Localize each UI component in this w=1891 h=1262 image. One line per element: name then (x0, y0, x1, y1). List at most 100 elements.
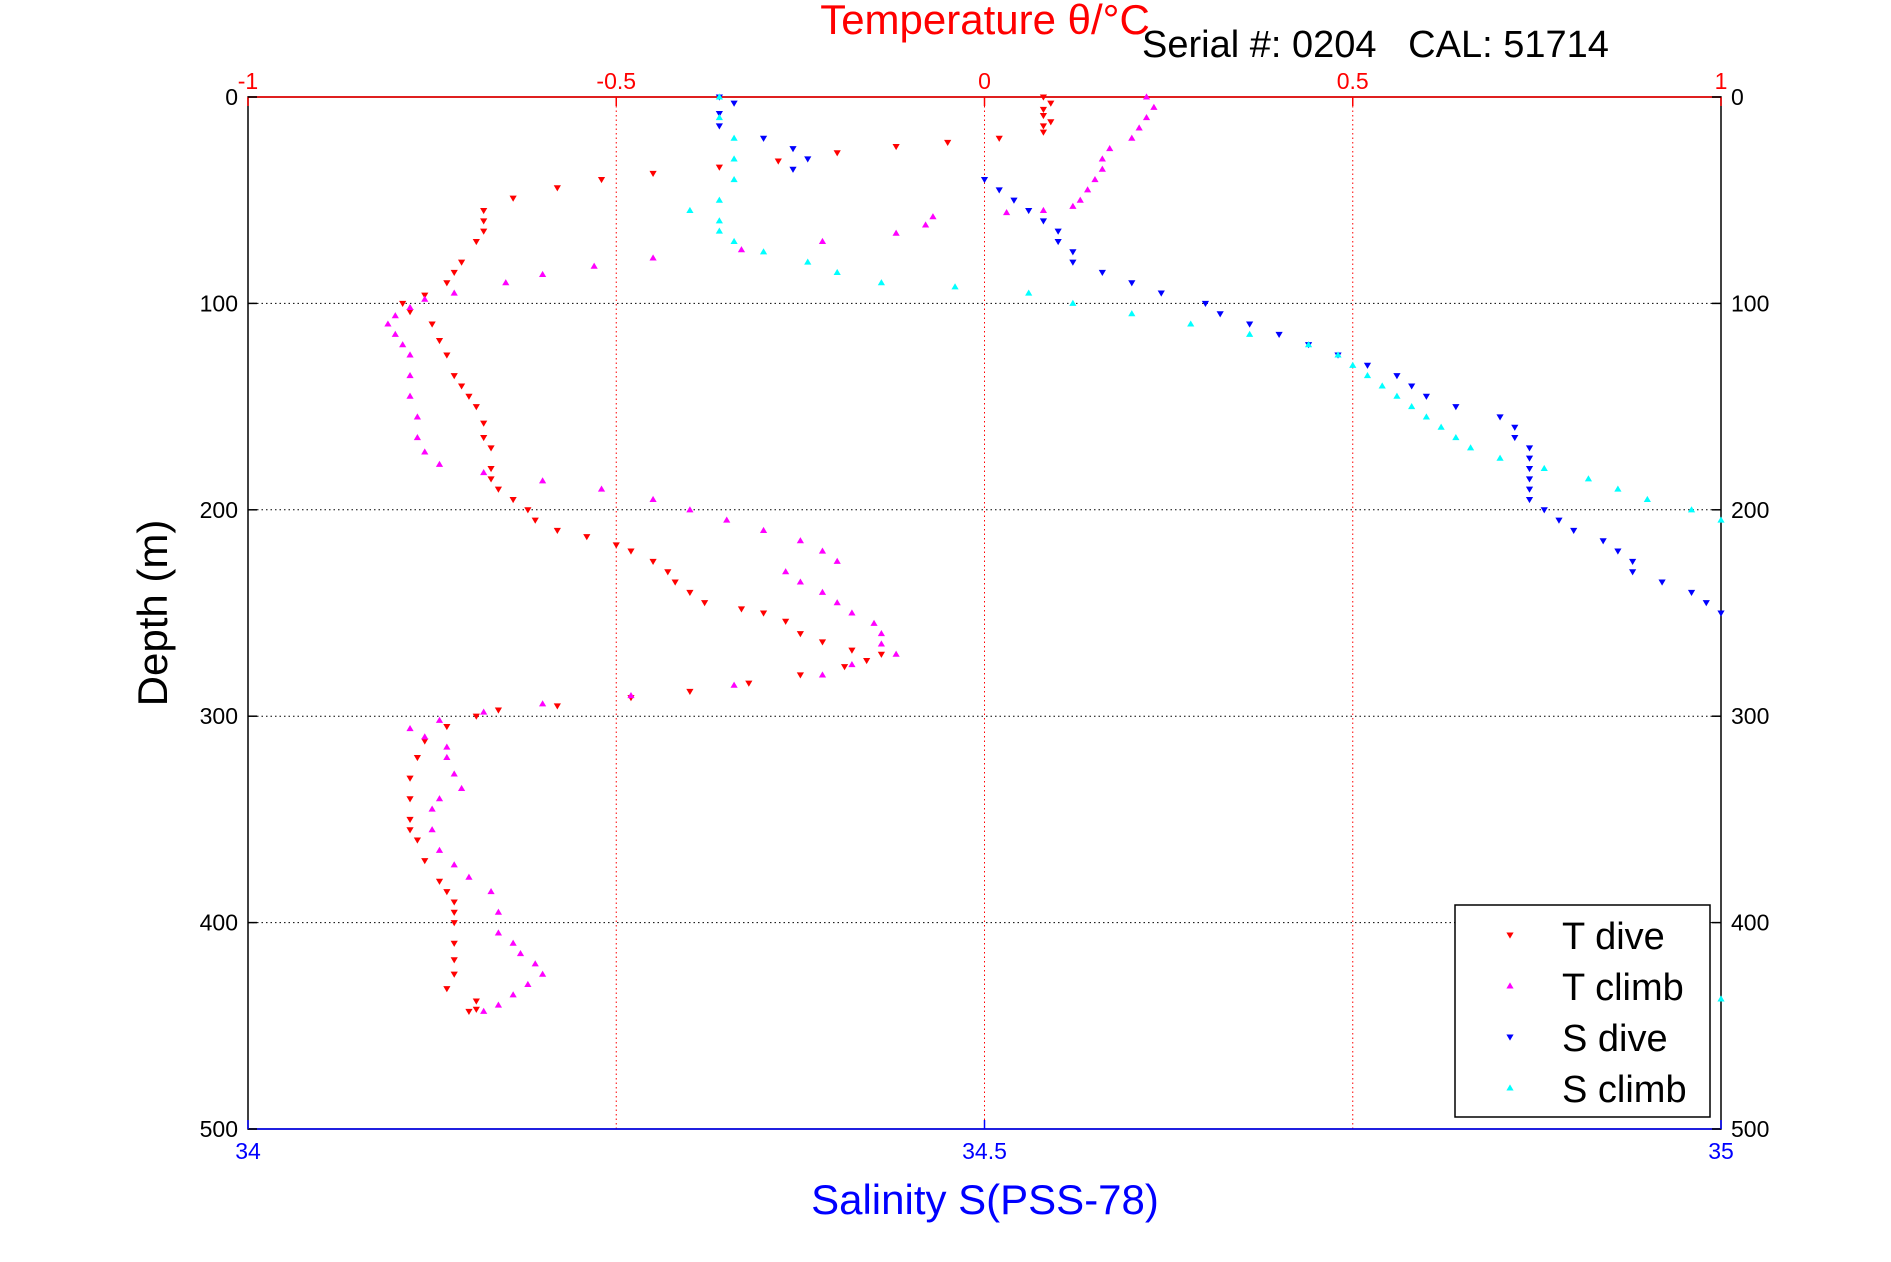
data-point (421, 733, 429, 740)
data-point (583, 534, 591, 541)
data-point (450, 909, 458, 916)
data-point (1408, 383, 1416, 390)
data-point (472, 998, 480, 1005)
data-point (450, 861, 458, 868)
data-point (818, 588, 827, 595)
data-point (1128, 134, 1136, 141)
data-point (480, 208, 488, 215)
data-point (715, 123, 723, 130)
data-point (759, 248, 768, 255)
data-point (443, 753, 451, 760)
data-point (413, 433, 421, 441)
data-point (1157, 290, 1165, 297)
tick-label-depth-right: 300 (1731, 703, 1769, 729)
data-point (450, 289, 458, 296)
data-point (1142, 93, 1151, 100)
series-s-climb (686, 93, 1725, 1002)
data-point (686, 506, 694, 513)
data-point (1555, 517, 1563, 524)
data-point (480, 1007, 488, 1014)
data-point (1039, 218, 1048, 225)
legend-marker (1506, 1084, 1514, 1091)
data-point (1069, 202, 1077, 209)
data-point (1408, 403, 1416, 410)
data-point (877, 640, 885, 647)
data-point (1540, 507, 1548, 514)
data-point (509, 195, 517, 202)
tick-label-depth-left: 500 (200, 1116, 238, 1142)
tick-label-depth-left: 400 (200, 910, 238, 936)
chart-subtitle: Serial #: 0204 CAL: 51714 (1142, 24, 1609, 66)
data-point (1039, 106, 1048, 113)
tick-label-depth-right: 500 (1731, 1116, 1769, 1142)
data-point (818, 671, 827, 678)
data-point (524, 507, 532, 514)
data-point (1599, 538, 1607, 545)
data-point (892, 144, 900, 151)
data-point (1511, 435, 1519, 442)
data-point (1570, 527, 1578, 535)
tick-label-depth-left: 200 (200, 497, 238, 523)
data-point (730, 155, 738, 162)
data-point (1098, 165, 1106, 172)
x-axis-label-salinity: Salinity S(PSS-78) (811, 1176, 1159, 1223)
data-point (406, 816, 414, 823)
data-point (472, 404, 480, 411)
data-point (465, 1008, 473, 1015)
data-point (1010, 197, 1018, 204)
series-t-dive (399, 94, 1055, 1015)
data-point (1687, 589, 1696, 596)
tick-label-temperature: 0 (978, 68, 991, 94)
data-point (759, 610, 768, 617)
tick-label-temperature: -1 (238, 68, 258, 94)
data-point (1216, 311, 1224, 318)
tick-label-depth-left: 300 (200, 703, 238, 729)
data-point (951, 283, 959, 290)
data-point (774, 158, 782, 165)
data-point (715, 227, 723, 234)
data-point (737, 606, 746, 613)
data-point (450, 770, 458, 777)
data-point (487, 466, 495, 473)
data-point (870, 619, 878, 626)
data-point (494, 908, 503, 915)
data-point (612, 542, 620, 549)
data-point (539, 270, 547, 278)
data-point (406, 775, 414, 782)
data-point (516, 949, 525, 957)
data-point (1525, 455, 1534, 462)
data-point (730, 100, 738, 107)
data-point (406, 351, 414, 358)
data-point (649, 254, 657, 261)
data-point (443, 986, 451, 993)
data-point (1629, 558, 1637, 565)
data-point (796, 578, 804, 585)
data-point (406, 372, 414, 379)
legend-marker (1506, 982, 1514, 989)
data-point (435, 878, 444, 885)
data-point (1717, 610, 1725, 617)
data-point (509, 991, 517, 998)
data-point (531, 517, 539, 524)
data-point (730, 134, 738, 141)
data-point (995, 135, 1003, 142)
data-point (1128, 310, 1136, 317)
data-point (730, 175, 738, 183)
data-point (1422, 393, 1430, 400)
data-point (421, 858, 429, 865)
data-point (1201, 300, 1210, 307)
data-point (1452, 433, 1460, 441)
data-point (428, 321, 436, 328)
data-point (730, 681, 738, 688)
data-point (539, 700, 547, 707)
data-point (421, 738, 429, 745)
tick-label-temperature: -0.5 (596, 68, 636, 94)
data-point (472, 238, 480, 246)
data-point (1466, 444, 1475, 451)
data-point (848, 661, 856, 668)
data-point (509, 496, 517, 504)
data-point (818, 237, 827, 244)
data-point (472, 713, 480, 720)
